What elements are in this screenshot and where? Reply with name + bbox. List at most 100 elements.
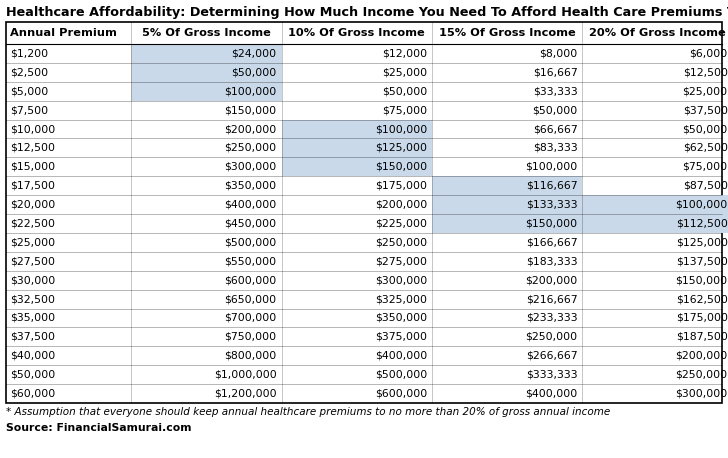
- Text: $7,500: $7,500: [10, 105, 48, 115]
- Text: $600,000: $600,000: [224, 275, 277, 285]
- Bar: [6, 22, 722, 403]
- Text: Annual Premium: Annual Premium: [10, 28, 117, 38]
- Text: $266,667: $266,667: [526, 351, 577, 361]
- Text: $750,000: $750,000: [224, 332, 277, 342]
- Bar: [582, 214, 728, 233]
- Bar: [282, 120, 432, 138]
- Text: $17,500: $17,500: [10, 181, 55, 191]
- Text: $150,000: $150,000: [676, 275, 728, 285]
- Text: $25,000: $25,000: [10, 237, 55, 247]
- Text: $150,000: $150,000: [375, 162, 427, 172]
- Text: $8,000: $8,000: [539, 49, 577, 59]
- Text: $24,000: $24,000: [232, 49, 277, 59]
- Text: $50,000: $50,000: [232, 67, 277, 77]
- Bar: [131, 44, 282, 63]
- Text: $35,000: $35,000: [10, 313, 55, 323]
- Text: $2,500: $2,500: [10, 67, 48, 77]
- Text: $300,000: $300,000: [224, 162, 277, 172]
- Text: $216,667: $216,667: [526, 294, 577, 304]
- Text: $12,000: $12,000: [382, 49, 427, 59]
- Text: $450,000: $450,000: [224, 218, 277, 229]
- Text: $600,000: $600,000: [375, 388, 427, 398]
- Bar: [131, 63, 282, 82]
- Text: $60,000: $60,000: [10, 388, 55, 398]
- Bar: [282, 158, 432, 176]
- Text: $116,667: $116,667: [526, 181, 577, 191]
- Text: $200,000: $200,000: [676, 351, 728, 361]
- Bar: [131, 82, 282, 101]
- Text: $300,000: $300,000: [375, 275, 427, 285]
- Text: $133,333: $133,333: [526, 200, 577, 210]
- Text: $10,000: $10,000: [10, 124, 55, 134]
- Text: $83,333: $83,333: [533, 143, 577, 153]
- Text: $15,000: $15,000: [10, 162, 55, 172]
- Text: $37,500: $37,500: [10, 332, 55, 342]
- Text: $137,500: $137,500: [676, 256, 728, 266]
- Text: $40,000: $40,000: [10, 351, 55, 361]
- Text: $30,000: $30,000: [10, 275, 55, 285]
- Text: $1,200: $1,200: [10, 49, 48, 59]
- Text: $12,500: $12,500: [683, 67, 728, 77]
- Text: $225,000: $225,000: [375, 218, 427, 229]
- Text: Healthcare Affordability: Determining How Much Income You Need To Afford Health : Healthcare Affordability: Determining Ho…: [6, 6, 728, 19]
- Bar: [432, 176, 582, 195]
- Text: $5,000: $5,000: [10, 86, 48, 96]
- Text: $50,000: $50,000: [532, 105, 577, 115]
- Text: $250,000: $250,000: [676, 370, 728, 380]
- Text: $375,000: $375,000: [375, 332, 427, 342]
- Text: $50,000: $50,000: [10, 370, 55, 380]
- Text: $75,000: $75,000: [683, 162, 728, 172]
- Text: $100,000: $100,000: [375, 124, 427, 134]
- Text: Source: FinancialSamurai.com: Source: FinancialSamurai.com: [6, 423, 191, 433]
- Text: $300,000: $300,000: [676, 388, 728, 398]
- Text: $325,000: $325,000: [375, 294, 427, 304]
- Text: $175,000: $175,000: [676, 313, 728, 323]
- Text: $800,000: $800,000: [224, 351, 277, 361]
- Text: $350,000: $350,000: [224, 181, 277, 191]
- Text: $500,000: $500,000: [375, 370, 427, 380]
- Text: $200,000: $200,000: [525, 275, 577, 285]
- Text: $175,000: $175,000: [375, 181, 427, 191]
- Text: $250,000: $250,000: [526, 332, 577, 342]
- Bar: [432, 214, 582, 233]
- Text: $250,000: $250,000: [375, 237, 427, 247]
- Text: $333,333: $333,333: [526, 370, 577, 380]
- Text: $166,667: $166,667: [526, 237, 577, 247]
- Text: $22,500: $22,500: [10, 218, 55, 229]
- Text: $87,500: $87,500: [683, 181, 728, 191]
- Text: $37,500: $37,500: [683, 105, 728, 115]
- Text: $100,000: $100,000: [676, 200, 728, 210]
- Text: $700,000: $700,000: [224, 313, 277, 323]
- Text: $25,000: $25,000: [683, 86, 728, 96]
- Text: $233,333: $233,333: [526, 313, 577, 323]
- Text: $50,000: $50,000: [682, 124, 728, 134]
- Text: $112,500: $112,500: [676, 218, 728, 229]
- Text: $100,000: $100,000: [224, 86, 277, 96]
- Text: $183,333: $183,333: [526, 256, 577, 266]
- Text: $275,000: $275,000: [375, 256, 427, 266]
- Text: $350,000: $350,000: [375, 313, 427, 323]
- Text: $650,000: $650,000: [224, 294, 277, 304]
- Text: $25,000: $25,000: [382, 67, 427, 77]
- Text: $62,500: $62,500: [683, 143, 728, 153]
- Text: $400,000: $400,000: [224, 200, 277, 210]
- Bar: [282, 138, 432, 158]
- Text: $187,500: $187,500: [676, 332, 728, 342]
- Text: $150,000: $150,000: [526, 218, 577, 229]
- Text: $100,000: $100,000: [525, 162, 577, 172]
- Text: $1,200,000: $1,200,000: [214, 388, 277, 398]
- Text: $162,500: $162,500: [676, 294, 728, 304]
- Text: 5% Of Gross Income: 5% Of Gross Income: [142, 28, 271, 38]
- Text: $20,000: $20,000: [10, 200, 55, 210]
- Text: $500,000: $500,000: [224, 237, 277, 247]
- Bar: [582, 195, 728, 214]
- Text: $32,500: $32,500: [10, 294, 55, 304]
- Text: $1,000,000: $1,000,000: [214, 370, 277, 380]
- Text: $250,000: $250,000: [224, 143, 277, 153]
- Text: $6,000: $6,000: [689, 49, 728, 59]
- Text: $27,500: $27,500: [10, 256, 55, 266]
- Text: $125,000: $125,000: [676, 237, 728, 247]
- Text: 15% Of Gross Income: 15% Of Gross Income: [439, 28, 576, 38]
- Text: $66,667: $66,667: [533, 124, 577, 134]
- Text: $125,000: $125,000: [375, 143, 427, 153]
